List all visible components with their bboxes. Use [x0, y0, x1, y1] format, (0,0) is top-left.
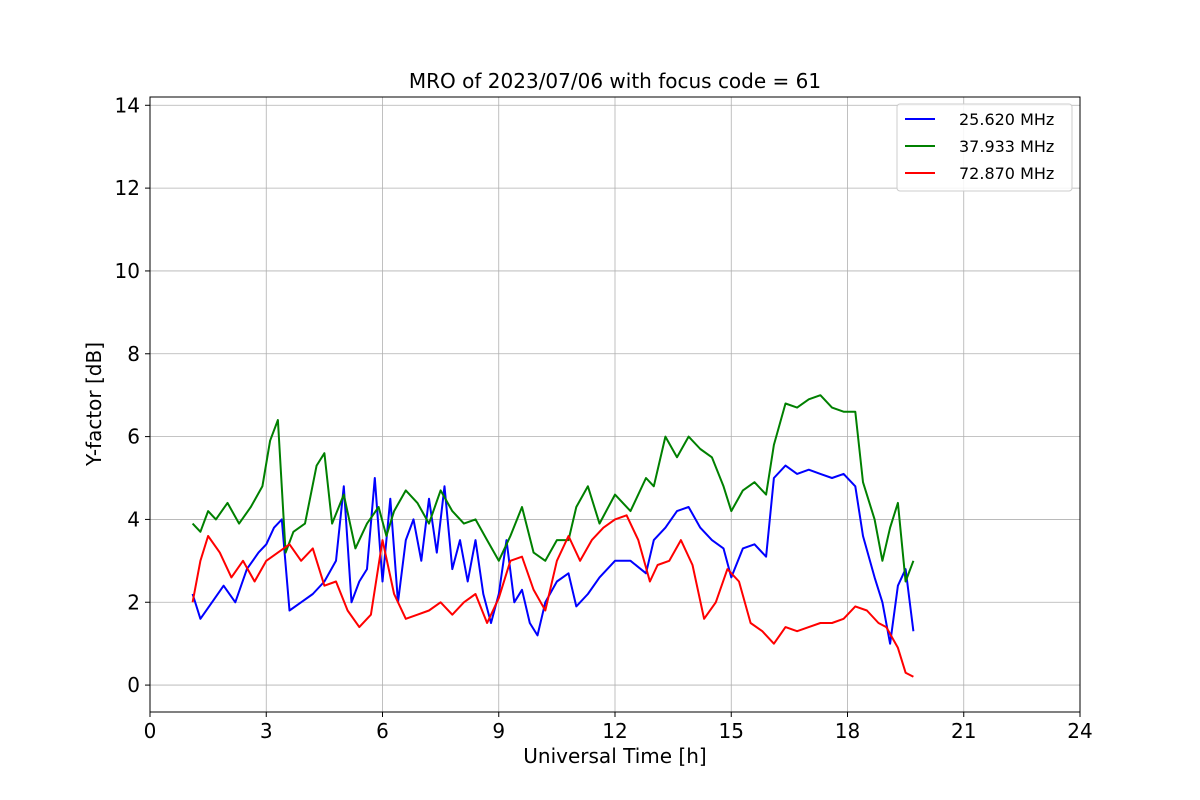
- legend: 25.620 MHz 37.933 MHz 72.870 MHz: [896, 103, 1073, 192]
- y-tick-label: 8: [127, 342, 140, 366]
- x-axis-label: Universal Time [h]: [523, 744, 706, 768]
- x-tick-label: 0: [144, 719, 157, 743]
- x-tick-label: 3: [260, 719, 273, 743]
- legend-box: [896, 103, 1073, 192]
- x-tick-label: 15: [719, 719, 744, 743]
- legend-label: 37.933 MHz: [959, 137, 1054, 156]
- chart-title: MRO of 2023/07/06 with focus code = 61: [409, 69, 821, 93]
- y-tick-label: 10: [115, 259, 140, 283]
- x-tick-label: 21: [951, 719, 976, 743]
- legend-label: 72.870 MHz: [959, 164, 1054, 183]
- y-tick-label: 4: [127, 507, 140, 531]
- x-tick-label: 6: [376, 719, 389, 743]
- x-tick-label: 9: [492, 719, 505, 743]
- y-tick-label: 0: [127, 673, 140, 697]
- x-tick-label: 12: [602, 719, 627, 743]
- series-line-1: [191, 464, 915, 645]
- y-tick-label: 14: [115, 93, 140, 117]
- x-tick-label: 18: [835, 719, 860, 743]
- y-tick-label: 12: [115, 176, 140, 200]
- series-layer: [191, 394, 915, 678]
- y-tick-label: 2: [127, 590, 140, 614]
- y-axis-label: Y-factor [dB]: [82, 342, 106, 467]
- legend-label: 25.620 MHz: [959, 110, 1054, 129]
- series-line-3: [191, 514, 914, 678]
- series-line-2: [191, 394, 915, 583]
- x-tick-label: 24: [1067, 719, 1092, 743]
- y-tick-label: 6: [127, 425, 140, 449]
